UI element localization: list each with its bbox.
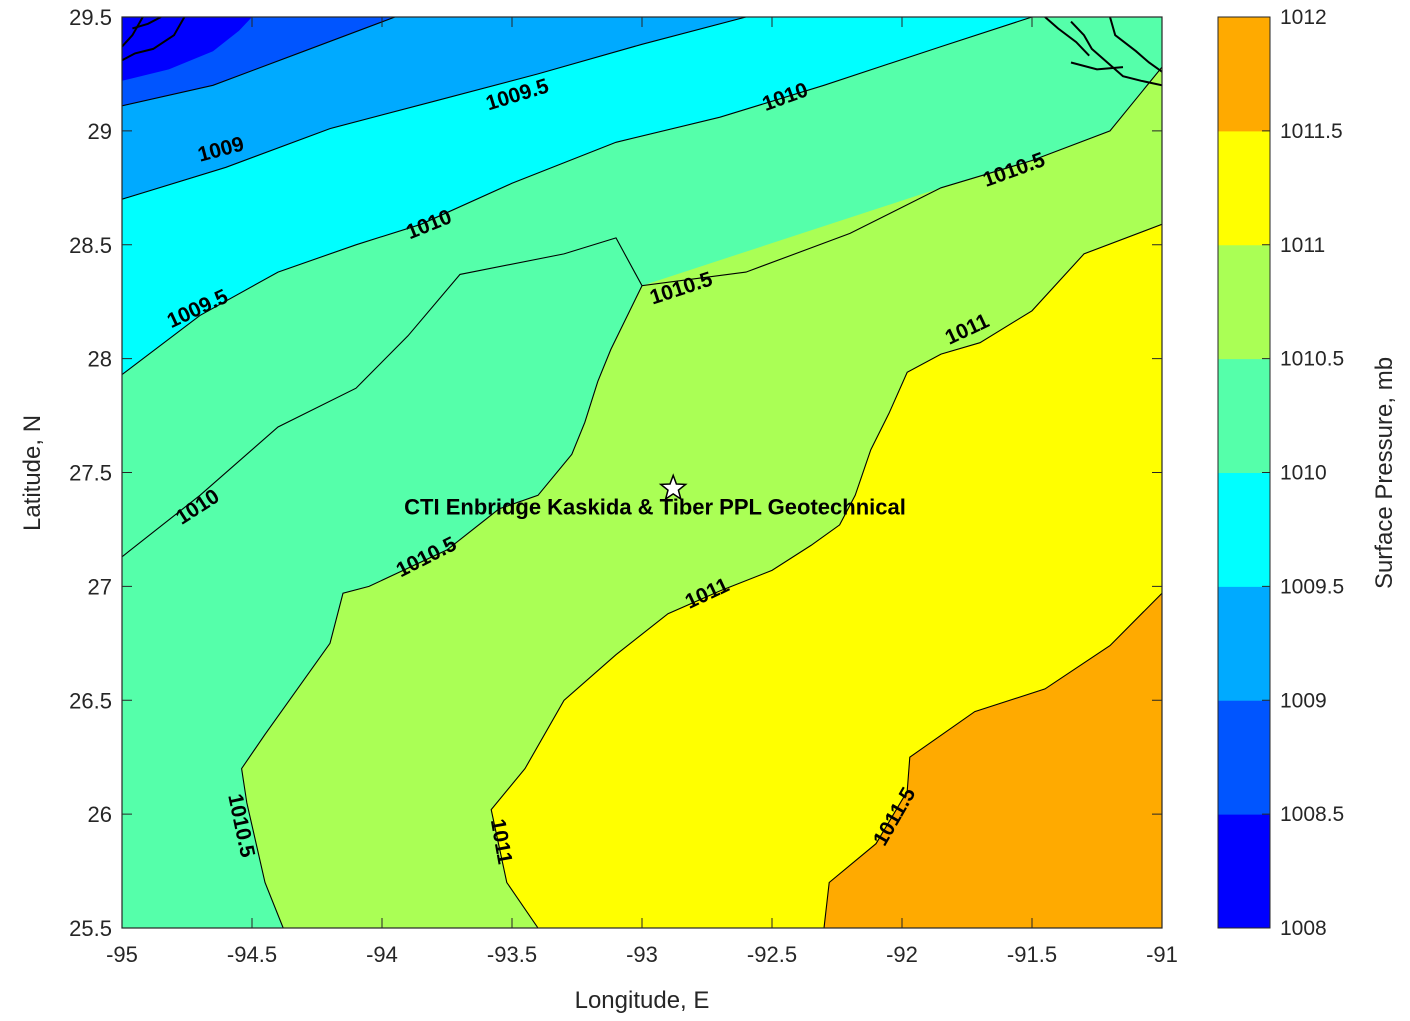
- coastline-segment: [1070, 20, 1162, 87]
- site-label: CTI Enbridge Kaskida & Tiber PPL Geotech…: [404, 495, 906, 520]
- band-1008: [122, 17, 252, 81]
- colorbar-tick-label: 1012: [1280, 6, 1327, 29]
- coastline-segment: [1044, 17, 1090, 57]
- x-tick-label: -93: [626, 942, 658, 967]
- band-1009: [122, 17, 746, 200]
- x-tick-label: -91: [1146, 942, 1178, 967]
- colorbar-tick-label: 1009: [1280, 689, 1327, 712]
- x-tick-label: -94: [366, 942, 398, 967]
- coastline-segment: [122, 17, 144, 48]
- y-tick-label: 28.5: [69, 233, 112, 258]
- y-tick-label: 26.5: [69, 688, 112, 713]
- colorbar-segment: [1218, 17, 1270, 132]
- colorbar-tick-label: 1011.5: [1280, 120, 1343, 143]
- x-axis-label: Longitude, E: [575, 987, 710, 1014]
- band-1011-5: [824, 593, 1162, 928]
- colorbar-label: Surface Pressure, mb: [1371, 357, 1398, 589]
- x-tick-label: -92: [886, 942, 918, 967]
- x-tick-label: -91.5: [1007, 942, 1057, 967]
- coastline-segment: [1109, 17, 1162, 73]
- contour-line-1011: [490, 223, 1162, 928]
- plot-area: [122, 17, 1162, 928]
- y-axis-label: Latitude, N: [19, 415, 46, 531]
- x-tick-label: -92.5: [747, 942, 797, 967]
- contour-line-1009-5: [122, 17, 747, 200]
- colorbar-segment: [1218, 244, 1270, 360]
- axis-ticks: -95 -94.5 -94 -93.5 -93 -92.5 -92 -91.5 -91 25.5 2…: [69, 5, 1178, 967]
- x-tick-label: -95: [106, 942, 138, 967]
- y-tick-label: 29: [88, 119, 112, 144]
- site-star-marker: [658, 473, 688, 501]
- site-annotation: CTI Enbridge Kaskida & Tiber PPL Geotech…: [404, 473, 906, 520]
- contour-fills: [122, 17, 1162, 928]
- contour-line-1010: [122, 17, 1033, 376]
- colorbar-segment: [1218, 700, 1270, 815]
- coastline-segment: [122, 17, 186, 62]
- y-tick-label: 27: [88, 574, 112, 599]
- colorbar: 1008 1008.5 1009 1009.5 1010 1010.5 1011 1011.5…: [1217, 6, 1344, 940]
- contour-line-1010-5: [122, 66, 1162, 558]
- colorbar-segment: [1218, 358, 1270, 473]
- colorbar-segment: [1218, 472, 1270, 587]
- y-tick-label: 29.5: [69, 5, 112, 30]
- y-tick-label: 25.5: [69, 916, 112, 941]
- colorbar-segment: [1218, 814, 1270, 929]
- colorbar-tick-label: 1011: [1280, 234, 1325, 257]
- colorbar-tick-label: 1010: [1280, 462, 1327, 485]
- coastline: [122, 17, 1162, 87]
- colorbar-segment: [1218, 130, 1270, 246]
- colorbar-segment: [1218, 586, 1270, 701]
- contour-line-1011-5: [823, 592, 1162, 928]
- x-tick-label: -94.5: [227, 942, 277, 967]
- colorbar-tick-label: 1010.5: [1280, 348, 1344, 371]
- colorbar-tick-label: 1008: [1280, 917, 1327, 940]
- contour-line-1010-5: [241, 285, 643, 928]
- colorbar-tick-label: 1009.5: [1280, 575, 1344, 598]
- coastline-segment: [132, 17, 162, 30]
- y-tick-label: 28: [88, 347, 112, 372]
- y-tick-label: 27.5: [69, 461, 112, 486]
- contour-line-1009: [122, 17, 396, 107]
- contour-lines: [122, 17, 1162, 928]
- coastline-segment: [1070, 61, 1124, 71]
- x-tick-label: -93.5: [487, 942, 537, 967]
- y-tick-label: 26: [88, 802, 112, 827]
- colorbar-tick-label: 1008.5: [1280, 803, 1344, 826]
